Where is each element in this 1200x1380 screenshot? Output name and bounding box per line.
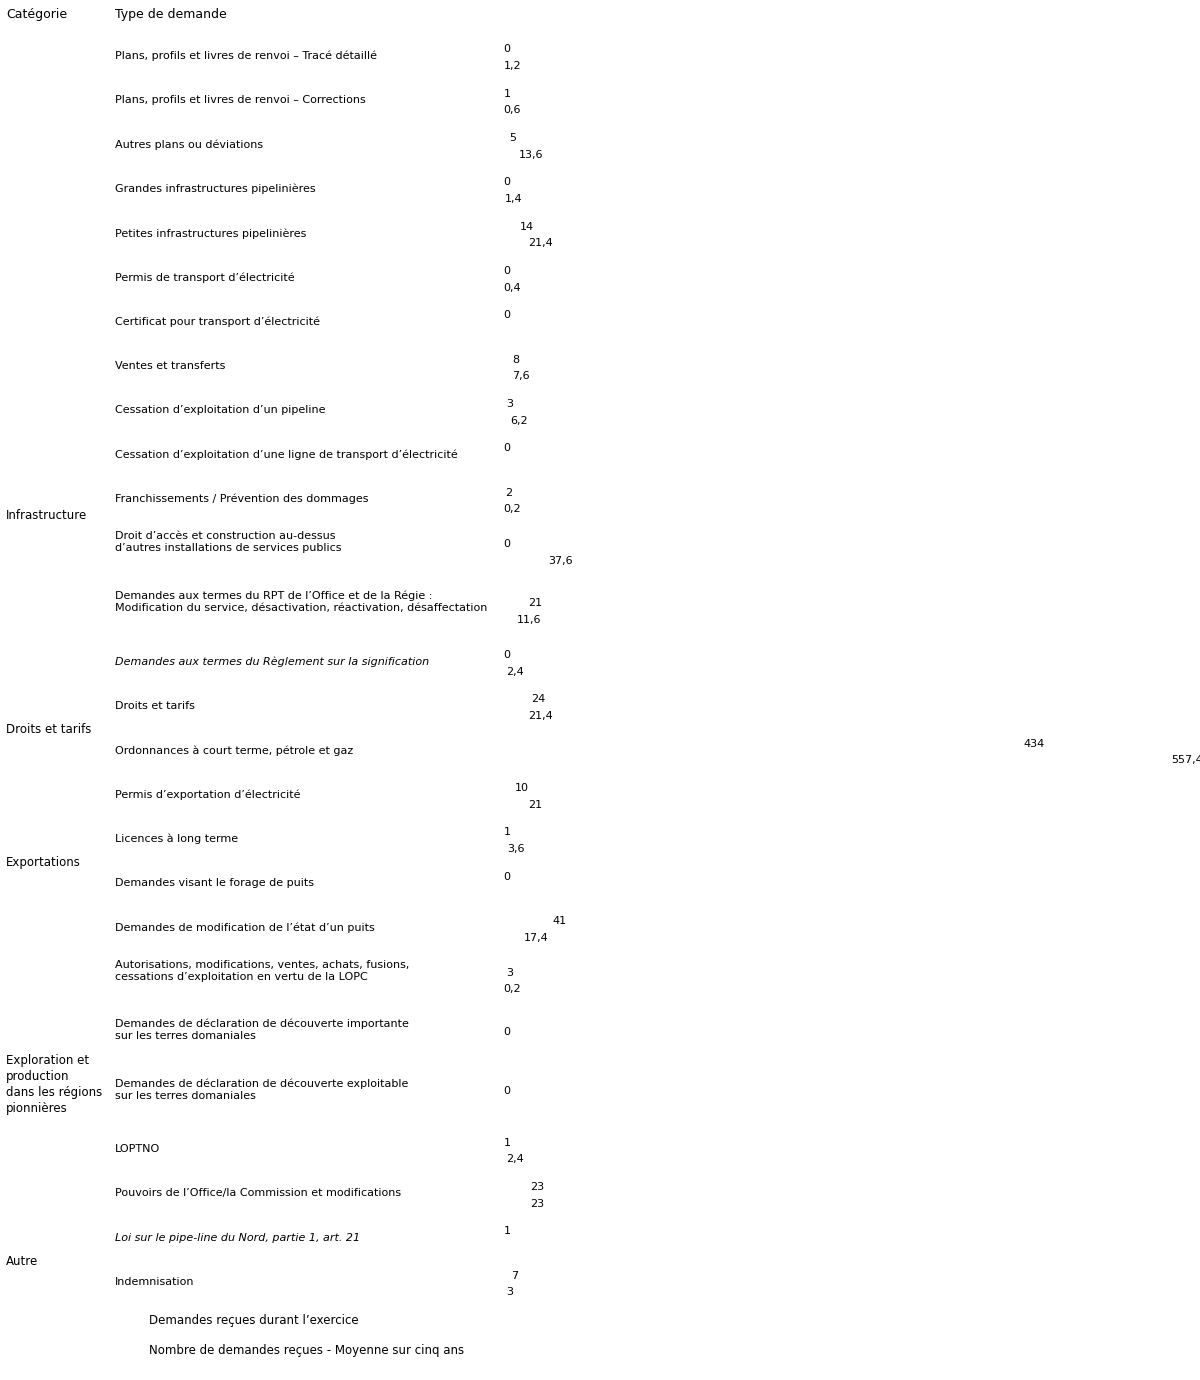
Text: Demandes de modification de l’état d’un puits: Demandes de modification de l’état d’un … — [115, 922, 374, 933]
Text: Exploration et
production
dans les régions
pionnières: Exploration et production dans les régio… — [6, 1054, 102, 1115]
Text: 17,4: 17,4 — [523, 933, 548, 943]
Text: 0,2: 0,2 — [503, 984, 521, 995]
Text: Droits et tarifs: Droits et tarifs — [6, 723, 91, 737]
Text: Licences à long terme: Licences à long terme — [115, 834, 239, 845]
Text: 41: 41 — [552, 916, 566, 926]
Text: Demandes aux termes du RPT de l’Office et de la Régie :
Modification du service,: Demandes aux termes du RPT de l’Office e… — [115, 591, 487, 613]
Text: Droit d’accès et construction au-dessus
d’autres installations de services publi: Droit d’accès et construction au-dessus … — [115, 531, 342, 553]
Text: 8: 8 — [512, 355, 520, 364]
Text: 6,2: 6,2 — [510, 415, 528, 425]
Text: 7: 7 — [511, 1271, 518, 1281]
Text: 2,4: 2,4 — [505, 667, 523, 676]
Text: 21,4: 21,4 — [528, 239, 553, 248]
Text: 0,2: 0,2 — [503, 504, 521, 515]
Text: 0: 0 — [503, 872, 510, 882]
Text: LOPTNO: LOPTNO — [115, 1144, 161, 1154]
Text: 0: 0 — [503, 1086, 510, 1096]
Text: 37,6: 37,6 — [548, 556, 572, 566]
Text: Infrastructure: Infrastructure — [6, 509, 88, 522]
Text: Indemnisation: Indemnisation — [115, 1276, 194, 1288]
Text: 1: 1 — [504, 1137, 511, 1148]
Text: 0: 0 — [503, 310, 510, 320]
Text: Certificat pour transport d’électricité: Certificat pour transport d’électricité — [115, 316, 320, 327]
Text: Grandes infrastructures pipelinières: Grandes infrastructures pipelinières — [115, 184, 316, 195]
Text: Plans, profils et livres de renvoi – Corrections: Plans, profils et livres de renvoi – Cor… — [115, 95, 366, 105]
Text: Catégorie: Catégorie — [6, 8, 67, 21]
Text: Demandes de déclaration de découverte exploitable
sur les terres domaniales: Demandes de déclaration de découverte ex… — [115, 1078, 408, 1100]
Text: 13,6: 13,6 — [520, 149, 544, 160]
Text: Petites infrastructures pipelinières: Petites infrastructures pipelinières — [115, 228, 306, 239]
Text: 23: 23 — [530, 1183, 545, 1192]
Text: 11,6: 11,6 — [517, 615, 541, 625]
Text: 3: 3 — [506, 399, 514, 408]
Text: Pouvoirs de l’Office/la Commission et modifications: Pouvoirs de l’Office/la Commission et mo… — [115, 1188, 401, 1198]
Text: 23: 23 — [530, 1199, 545, 1209]
Text: 0,6: 0,6 — [504, 105, 521, 115]
Text: Demandes reçues durant l’exercice: Demandes reçues durant l’exercice — [149, 1314, 359, 1328]
Text: 1,2: 1,2 — [504, 61, 522, 70]
Text: Franchissements / Prévention des dommages: Franchissements / Prévention des dommage… — [115, 494, 368, 505]
Text: Demandes de déclaration de découverte importante
sur les terres domaniales: Demandes de déclaration de découverte im… — [115, 1018, 409, 1042]
Text: Plans, profils et livres de renvoi – Tracé détaillé: Plans, profils et livres de renvoi – Tra… — [115, 51, 377, 61]
Text: 21: 21 — [528, 599, 542, 609]
Text: 1: 1 — [504, 1227, 511, 1236]
Text: 0: 0 — [503, 443, 510, 453]
Text: 21: 21 — [528, 799, 542, 810]
Text: Exportations: Exportations — [6, 857, 80, 869]
Text: Demandes visant le forage de puits: Demandes visant le forage de puits — [115, 878, 314, 889]
Text: Cessation d’exploitation d’un pipeline: Cessation d’exploitation d’un pipeline — [115, 406, 325, 415]
Text: 2,4: 2,4 — [505, 1154, 523, 1165]
Text: 557,4: 557,4 — [1171, 755, 1200, 766]
Text: 3: 3 — [506, 967, 514, 978]
Text: 0: 0 — [503, 266, 510, 276]
Text: 21,4: 21,4 — [528, 711, 553, 720]
Text: 3,6: 3,6 — [508, 845, 524, 854]
Text: 1: 1 — [504, 88, 511, 98]
Text: Ordonnances à court terme, pétrole et gaz: Ordonnances à court terme, pétrole et ga… — [115, 745, 354, 756]
Text: Ventes et transferts: Ventes et transferts — [115, 362, 226, 371]
Text: Cessation d’exploitation d’une ligne de transport d’électricité: Cessation d’exploitation d’une ligne de … — [115, 450, 458, 460]
Text: Autorisations, modifications, ventes, achats, fusions,
cessations d’exploitation: Autorisations, modifications, ventes, ac… — [115, 960, 409, 981]
Text: Autre: Autre — [6, 1256, 38, 1268]
Text: Droits et tarifs: Droits et tarifs — [115, 701, 196, 711]
Text: 10: 10 — [515, 782, 529, 793]
Text: Type de demande: Type de demande — [115, 8, 227, 21]
Text: 0,4: 0,4 — [503, 283, 521, 293]
Text: 5: 5 — [509, 132, 516, 144]
Text: Permis d’exportation d’électricité: Permis d’exportation d’électricité — [115, 789, 301, 800]
Text: 2: 2 — [505, 487, 512, 498]
Text: Permis de transport d’électricité: Permis de transport d’électricité — [115, 272, 295, 283]
Text: 1,4: 1,4 — [504, 193, 522, 204]
Text: 0: 0 — [503, 177, 510, 188]
Text: Loi sur le pipe-line du Nord, partie 1, art. 21: Loi sur le pipe-line du Nord, partie 1, … — [115, 1232, 360, 1243]
Text: 0: 0 — [503, 650, 510, 660]
Text: 434: 434 — [1024, 738, 1045, 749]
Text: Demandes aux termes du Règlement sur la signification: Demandes aux termes du Règlement sur la … — [115, 657, 430, 667]
Text: 24: 24 — [532, 694, 546, 704]
Text: Nombre de demandes reçues - Moyenne sur cinq ans: Nombre de demandes reçues - Moyenne sur … — [149, 1344, 464, 1357]
Text: 0: 0 — [503, 44, 510, 54]
Text: 14: 14 — [520, 222, 534, 232]
Text: 1: 1 — [504, 828, 511, 838]
Text: 0: 0 — [503, 540, 510, 549]
Text: 0: 0 — [503, 1027, 510, 1036]
Text: Autres plans ou déviations: Autres plans ou déviations — [115, 139, 263, 150]
Text: 3: 3 — [506, 1288, 514, 1297]
Text: 7,6: 7,6 — [512, 371, 529, 381]
